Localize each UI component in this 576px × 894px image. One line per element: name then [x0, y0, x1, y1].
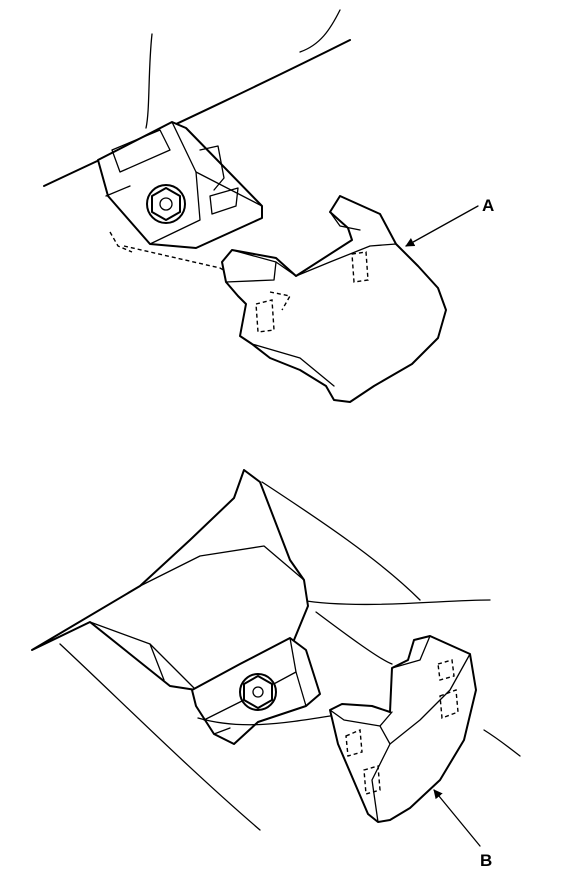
floor-contour-2	[299, 599, 491, 606]
floor-contour-3	[315, 611, 393, 665]
seat-rail-bracket	[97, 121, 263, 249]
seat-cushion	[31, 469, 309, 691]
callout-label-b: B	[480, 851, 492, 870]
callout-arrow-b	[433, 789, 481, 847]
bolt-icon	[146, 184, 186, 224]
bottom-view: B	[31, 469, 521, 870]
hidden-line-2	[123, 245, 263, 293]
hidden-line-1	[109, 231, 133, 253]
top-view: A	[43, 9, 494, 403]
callout-label-a: A	[482, 196, 494, 215]
callout-arrow-a	[405, 205, 479, 247]
floor-contour-5	[59, 643, 261, 831]
hidden-line-3	[197, 715, 331, 726]
floor-contour-4	[483, 729, 521, 757]
rail-cover-a	[221, 195, 447, 403]
seat-outline-right	[299, 9, 341, 53]
bolt-icon	[239, 673, 277, 711]
seat-outline-left	[145, 33, 153, 129]
floor-edge-line	[43, 39, 351, 187]
floor-contour-1	[261, 481, 421, 601]
rail-cover-b	[329, 635, 477, 823]
